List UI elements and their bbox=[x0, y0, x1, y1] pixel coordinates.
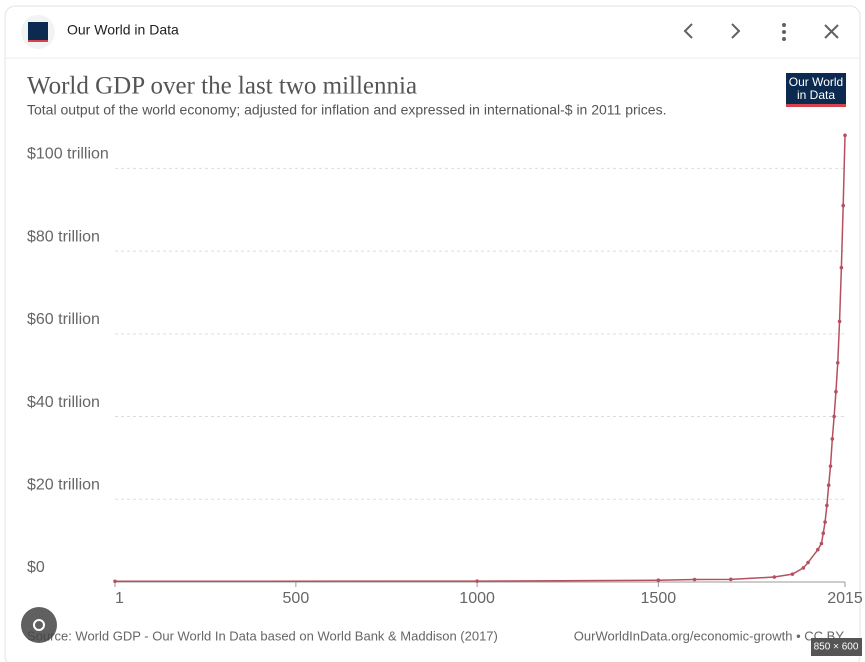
close-button[interactable] bbox=[824, 24, 839, 39]
point bbox=[835, 360, 840, 365]
size-badge-text: 850 × 600 bbox=[814, 642, 859, 653]
more-button[interactable] bbox=[782, 23, 786, 41]
lens-icon bbox=[33, 619, 45, 631]
logo-stripe bbox=[786, 104, 846, 107]
plot: $0 $20 trillion $40 trillion $60 trillion $8… bbox=[27, 133, 863, 607]
point bbox=[790, 572, 795, 576]
prev-button[interactable] bbox=[683, 23, 693, 39]
line bbox=[114, 135, 846, 583]
chart-subtitle: Total output of the world economy; adjus… bbox=[27, 102, 666, 118]
point bbox=[826, 483, 831, 488]
x-tick-label: 2015 bbox=[827, 590, 863, 607]
point bbox=[837, 319, 842, 324]
site-icon-stripe bbox=[28, 40, 48, 42]
source-link[interactable]: OurWorldInData.org/economic-growth • CC … bbox=[574, 628, 845, 643]
point bbox=[843, 133, 847, 138]
site-name: Our World in Data bbox=[67, 22, 179, 38]
x-tick-label: 500 bbox=[283, 590, 310, 607]
point bbox=[823, 520, 827, 524]
size-badge bbox=[811, 638, 862, 656]
y-tick-label: $80 trillion bbox=[27, 228, 100, 245]
source: Source: World GDP - Our World In Data ba… bbox=[27, 628, 498, 643]
lens-button[interactable] bbox=[21, 607, 57, 643]
point bbox=[113, 579, 117, 584]
point bbox=[656, 578, 661, 583]
chart-title: World GDP over the last two millennia bbox=[27, 73, 417, 100]
logo bbox=[786, 73, 846, 107]
point bbox=[821, 531, 826, 535]
point bbox=[832, 414, 836, 419]
point bbox=[841, 203, 845, 208]
y-tick-label: $0 bbox=[27, 559, 45, 576]
point bbox=[729, 577, 733, 582]
point bbox=[772, 575, 777, 579]
point bbox=[834, 389, 838, 394]
card bbox=[4, 5, 861, 662]
point bbox=[828, 464, 833, 468]
logo-text: in Data bbox=[797, 88, 835, 102]
y-tick-label: $100 trillion bbox=[27, 146, 109, 163]
point bbox=[819, 541, 824, 546]
next-button[interactable] bbox=[731, 23, 741, 39]
point bbox=[475, 579, 479, 583]
x-tick-label: 1 bbox=[115, 590, 124, 607]
logo-text: Our World bbox=[789, 75, 843, 89]
point bbox=[825, 503, 829, 508]
point bbox=[692, 577, 697, 582]
point bbox=[839, 265, 844, 270]
y-tick-label: $20 trillion bbox=[27, 476, 100, 493]
y-tick-label: $40 trillion bbox=[27, 394, 100, 411]
x-tick-label: 1000 bbox=[459, 590, 495, 607]
site-icon bbox=[28, 22, 48, 42]
point bbox=[816, 547, 820, 552]
point bbox=[830, 437, 835, 441]
point bbox=[801, 566, 806, 570]
x-tick-label: 1500 bbox=[641, 590, 677, 607]
point bbox=[806, 560, 810, 565]
y-tick-label: $60 trillion bbox=[27, 311, 100, 328]
